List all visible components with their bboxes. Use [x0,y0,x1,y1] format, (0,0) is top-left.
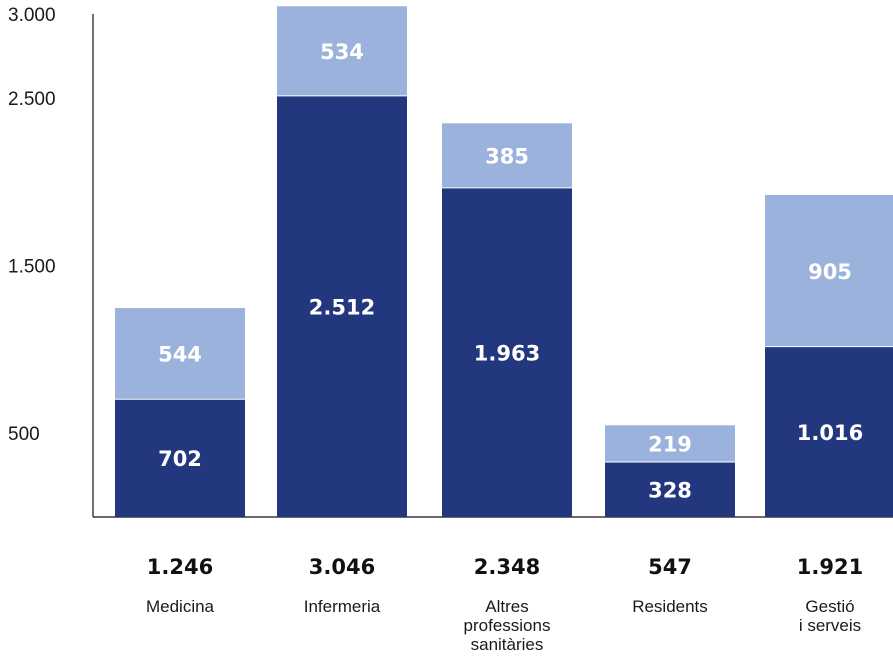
total-label: 2.348 [474,555,540,579]
total-label: 547 [648,555,692,579]
bar-value-labels: 702 544 2.512 534 1.963 385 328 219 1.016 905 [158,40,863,502]
y-tick-label: 1.500 [8,257,56,278]
bar-value-label: 328 [648,479,692,503]
bar-segment-top [765,194,893,347]
bar-value-label: 702 [158,447,202,471]
y-tick-label: 500 [8,424,40,445]
bar-value-label: 905 [808,260,852,284]
bar-value-label: 385 [485,145,529,169]
bar-segment-top [442,123,572,188]
bar-value-label: 1.963 [474,341,540,365]
total-label: 1.246 [147,555,213,579]
category-label-line: professions [464,616,551,635]
bar-segment-base [115,399,245,517]
bar-segment-top [277,6,407,96]
bar-value-label: 534 [320,40,364,64]
bar-value-label: 2.512 [309,295,375,319]
total-label: 1.921 [797,555,863,579]
category-label-line: sanitàries [471,635,544,654]
bar-segment-base [765,346,893,517]
total-label: 3.046 [309,555,375,579]
bar-segment-base [442,187,572,517]
y-tick-label: 3.000 [8,5,56,26]
category-labels: Medicina Infermeria Altres professions sanit… [146,597,861,654]
category-label: Residents [632,597,708,616]
category-label-line: i serveis [799,616,861,635]
category-label-line: Infermeria [304,597,381,616]
y-tick-label: 2.500 [8,89,56,110]
bar-value-label: 544 [158,343,202,367]
category-label: Medicina [146,597,215,616]
category-label-line: Residents [632,597,708,616]
category-label: Altres professions sanitàries [464,597,551,654]
bars [115,6,893,517]
bar-value-label: 219 [648,433,692,457]
category-label: Infermeria [304,597,381,616]
bar-segment-base [605,462,735,517]
category-label-line: Altres [485,597,528,616]
category-label-line: Medicina [146,597,215,616]
bar-segment-top [115,308,245,400]
total-labels: 1.246 3.046 2.348 547 1.921 [147,555,863,579]
category-label: Gestió i serveis [799,597,861,635]
category-label-line: Gestió [805,597,854,616]
bar-segment-base [277,95,407,517]
bar-value-label: 1.016 [797,421,863,445]
bar-segment-top [605,425,735,463]
